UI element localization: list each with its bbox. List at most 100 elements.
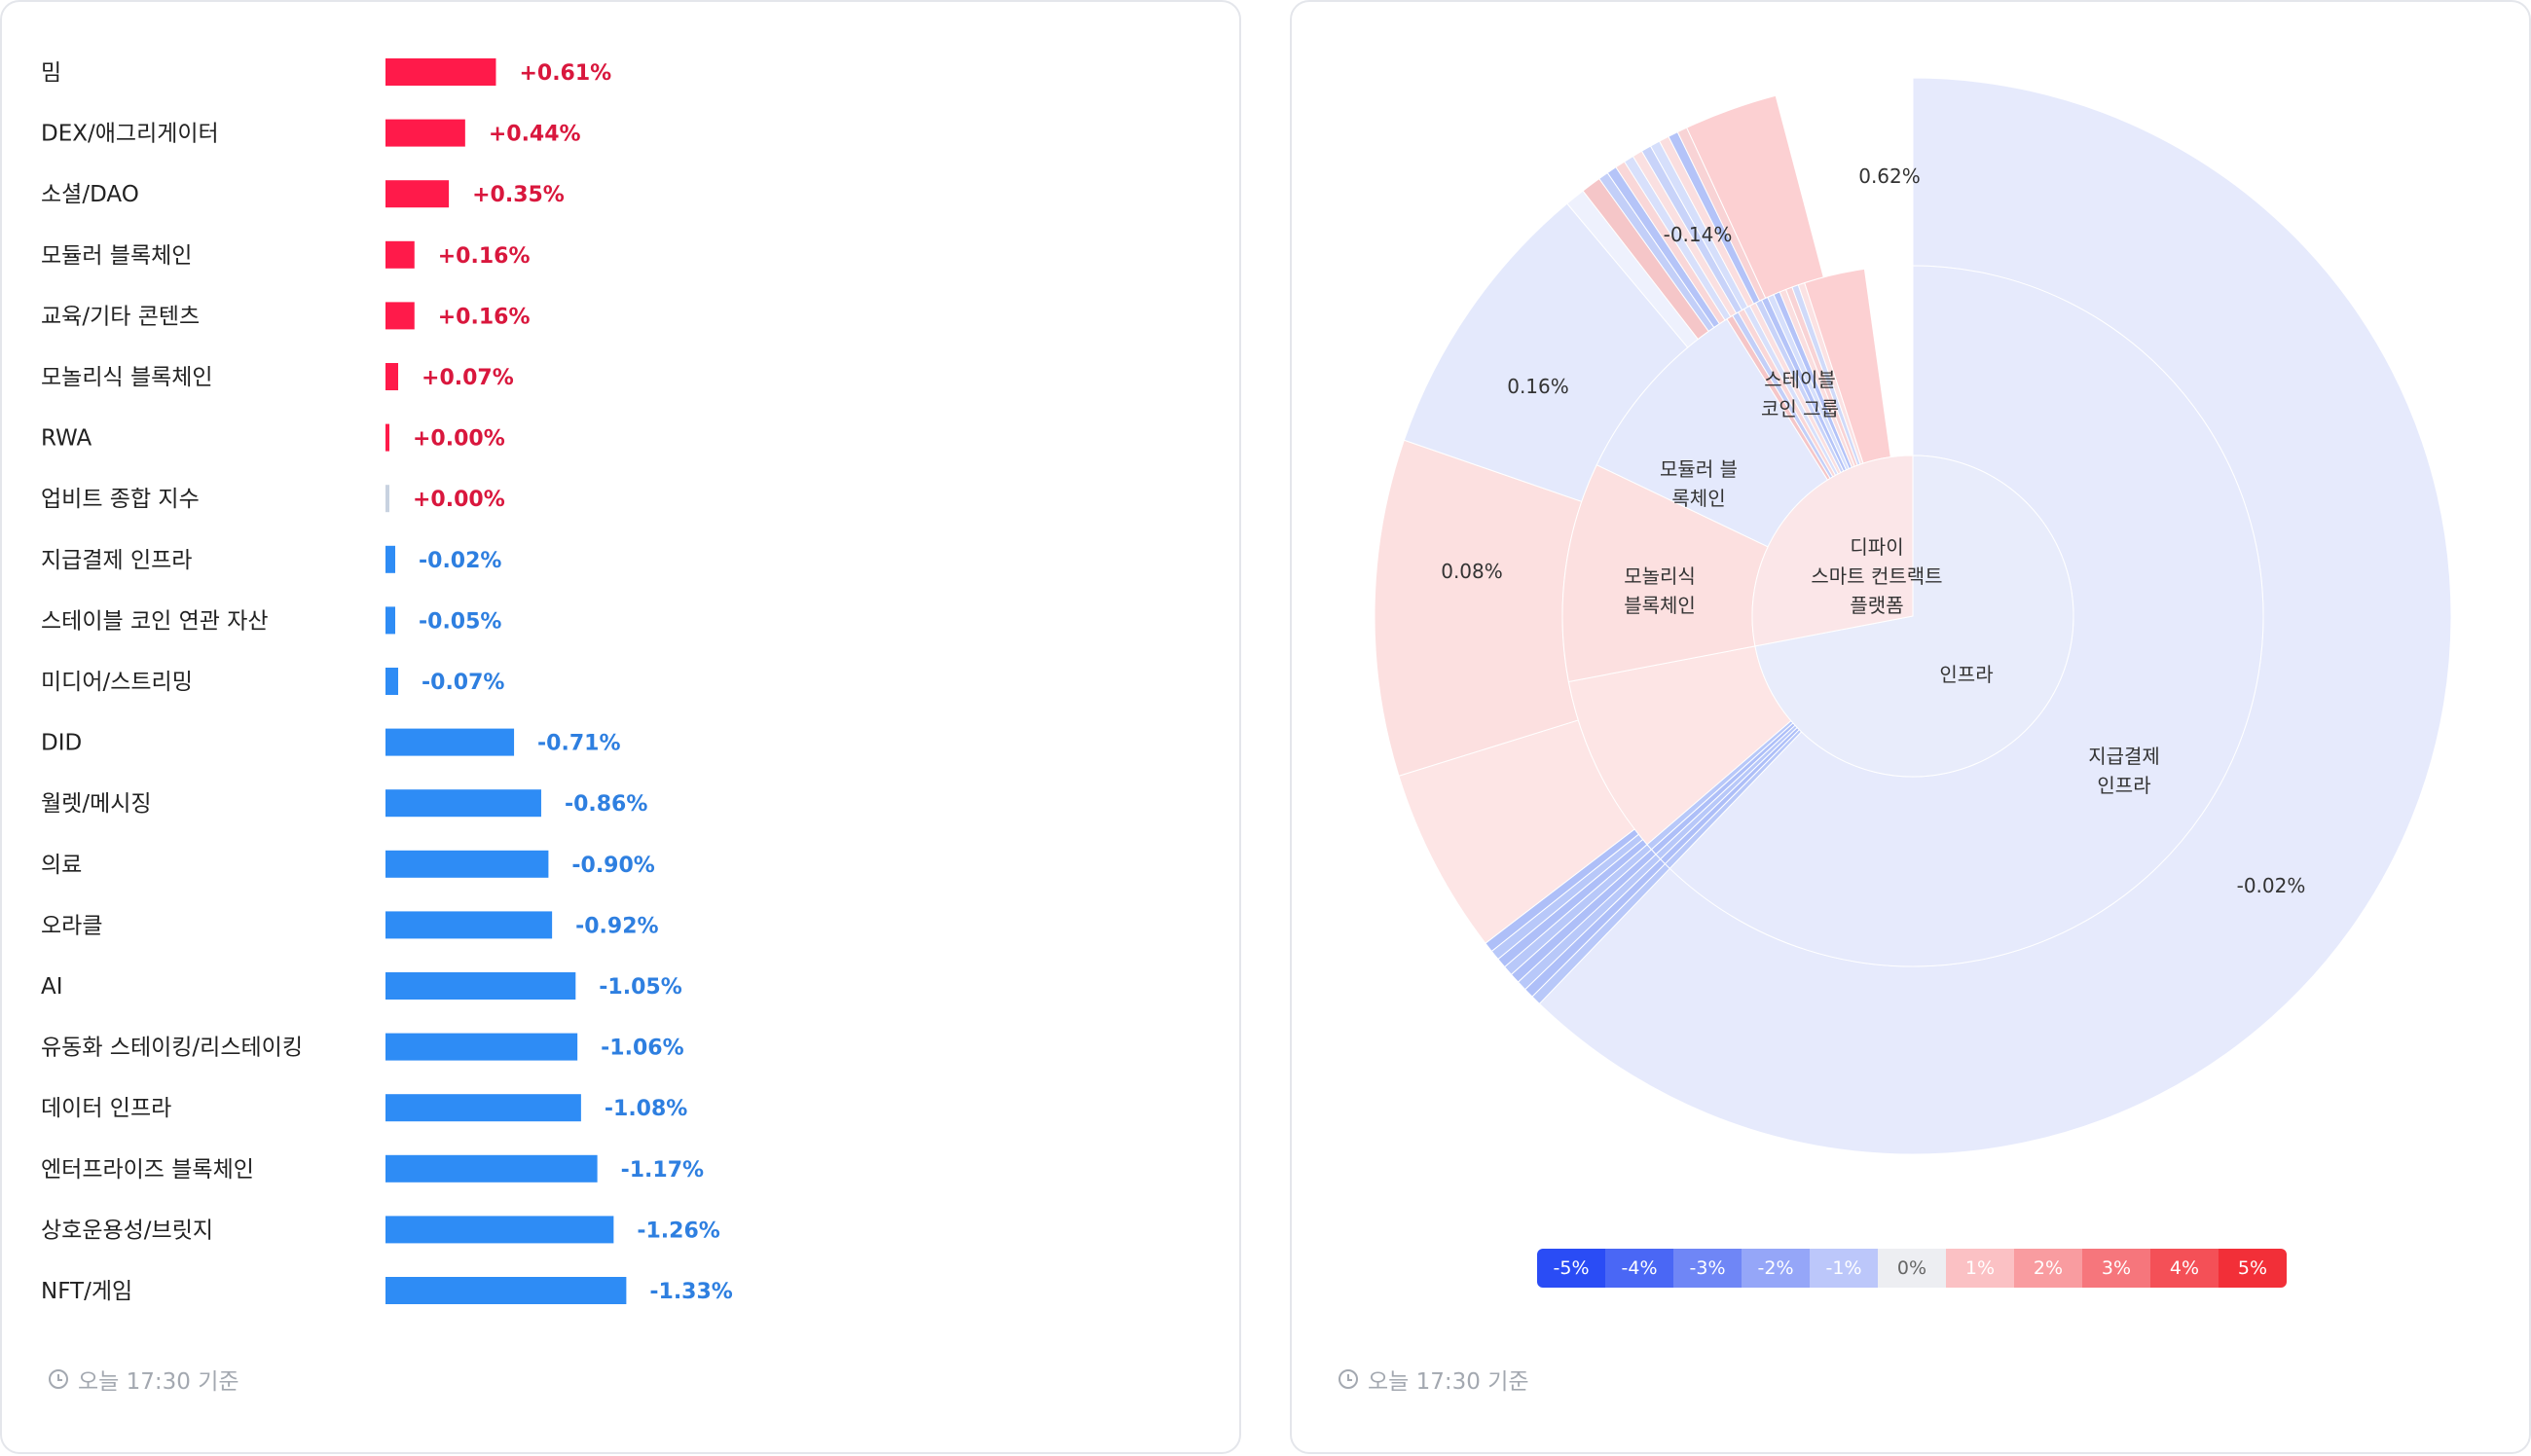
bar[interactable] <box>385 789 541 818</box>
legend-cell: 5% <box>2219 1249 2287 1288</box>
bar[interactable] <box>385 485 389 513</box>
inner-label: 스마트 컨트랙트 <box>1811 564 1942 588</box>
legend-cell: -5% <box>1537 1249 1605 1288</box>
legend-cell: -4% <box>1605 1249 1673 1288</box>
category-label: 의료 <box>41 853 82 878</box>
timestamp: 오늘 17:30 기준 <box>1339 1363 1529 1396</box>
category-label: 엔터프라이즈 블록체인 <box>41 1157 254 1183</box>
value-label: -1.05% <box>599 975 681 1000</box>
outer-label: -0.14% <box>1664 223 1733 246</box>
category-label: 밈 <box>41 60 61 86</box>
category-label: 데이터 인프라 <box>41 1096 171 1121</box>
value-label: +0.44% <box>489 123 581 147</box>
bar[interactable] <box>385 240 415 269</box>
outer-label: 0.62% <box>1858 164 1921 188</box>
bar[interactable] <box>385 119 465 147</box>
category-label: DID <box>41 731 82 756</box>
bar[interactable] <box>385 911 553 939</box>
legend-cell: 1% <box>1946 1249 2014 1288</box>
middle-label: 록체인 <box>1671 487 1725 510</box>
value-label: -1.08% <box>605 1097 687 1121</box>
legend-cell: 3% <box>2082 1249 2150 1288</box>
category-label: 상호운용성/브릿지 <box>41 1218 213 1243</box>
bar[interactable] <box>385 423 389 452</box>
timestamp-text: 오늘 17:30 기준 <box>78 1369 239 1395</box>
category-label: 소셜/DAO <box>41 182 139 207</box>
bar[interactable] <box>385 850 549 878</box>
legend-cell: 2% <box>2014 1249 2082 1288</box>
value-label: -0.71% <box>537 732 620 756</box>
bar[interactable] <box>385 728 515 756</box>
value-label: -1.06% <box>601 1037 683 1061</box>
value-label: -0.92% <box>575 914 658 938</box>
category-label: RWA <box>41 426 92 452</box>
middle-label: 모듈러 블 <box>1660 457 1738 481</box>
bar[interactable] <box>385 972 576 1000</box>
value-label: +0.00% <box>413 488 505 512</box>
bar[interactable] <box>385 545 395 573</box>
value-label: -1.33% <box>649 1280 732 1304</box>
middle-label: 스테이블 <box>1764 368 1836 391</box>
timestamp-text: 오늘 17:30 기준 <box>1368 1369 1529 1395</box>
bar[interactable] <box>385 302 415 330</box>
legend-cell: 0% <box>1878 1249 1946 1288</box>
category-label: 스테이블 코인 연관 자산 <box>41 608 269 634</box>
outer-label: 0.16% <box>1507 375 1569 398</box>
value-label: -0.07% <box>422 671 504 695</box>
value-label: +0.00% <box>413 427 505 452</box>
category-label: AI <box>41 974 63 1000</box>
category-label: NFT/게임 <box>41 1279 132 1304</box>
category-label: 모듈러 블록체인 <box>41 243 192 269</box>
legend-cell: -2% <box>1742 1249 1810 1288</box>
legend-cell: 4% <box>2150 1249 2219 1288</box>
category-label: 오라클 <box>41 913 102 938</box>
outer-label: -0.02% <box>2237 874 2306 897</box>
bar[interactable] <box>385 58 496 86</box>
value-label: -1.17% <box>621 1158 704 1183</box>
inner-label: 플랫폼 <box>1850 594 1903 617</box>
middle-label: 블록체인 <box>1624 594 1696 617</box>
sector-change-bar-panel: 밈 +0.61% DEX/애그리게이터 +0.44% 소셜/DAO +0.35% 모듈러 블… <box>0 0 1241 1454</box>
bar[interactable] <box>385 1277 627 1304</box>
bar[interactable] <box>385 1094 581 1122</box>
clock-icon <box>49 1369 68 1389</box>
middle-label: 지급결제 <box>2088 745 2160 768</box>
category-label: 지급결제 인프라 <box>41 548 192 573</box>
bar[interactable] <box>385 1033 578 1061</box>
outer-label: 0.08% <box>1441 560 1503 583</box>
category-label: 교육/기타 콘텐츠 <box>41 304 200 329</box>
value-label: +0.61% <box>519 61 611 86</box>
bar[interactable] <box>385 1216 614 1244</box>
value-label: +0.35% <box>472 183 565 207</box>
bar[interactable] <box>385 606 395 635</box>
legend-cell: -1% <box>1810 1249 1878 1288</box>
color-scale-legend: -5% -4% -3% -2% -1% 0% 1% 2% 3% 4% 5% <box>1537 1249 2287 1288</box>
bar[interactable] <box>385 1154 598 1183</box>
category-label: 월렛/메시징 <box>41 791 152 817</box>
legend-cell: -3% <box>1673 1249 1742 1288</box>
value-label: -0.05% <box>419 609 501 634</box>
value-label: -0.86% <box>565 792 647 817</box>
value-label: +0.16% <box>438 305 531 329</box>
category-label: DEX/애그리게이터 <box>41 122 219 147</box>
horizontal-bar-chart: 밈 +0.61% DEX/애그리게이터 +0.44% 소셜/DAO +0.35% 모듈러 블… <box>41 58 733 1304</box>
value-label: -0.02% <box>419 549 501 573</box>
middle-label: 모놀리식 <box>1624 564 1696 588</box>
bar[interactable] <box>385 180 450 208</box>
value-label: +0.07% <box>422 366 514 390</box>
value-label: +0.16% <box>438 244 531 269</box>
category-label: 유동화 스테이킹/리스테이킹 <box>41 1036 303 1061</box>
category-label: 미디어/스트리밍 <box>41 670 193 695</box>
inner-label: 인프라 <box>1939 663 1993 686</box>
inner-label: 디파이 <box>1850 535 1903 559</box>
bar[interactable] <box>385 668 399 695</box>
value-label: -0.90% <box>571 854 654 878</box>
sector-sunburst-panel: 인프라 디파이 스마트 컨트랙트 플랫폼 지급결제 인프라 모놀리식 블록체인 모듈러 블 록체인… <box>1290 0 2531 1454</box>
category-label: 업비트 종합 지수 <box>41 487 200 512</box>
bar[interactable] <box>385 363 399 390</box>
inner-segment[interactable] <box>1751 455 1914 647</box>
value-label: -1.26% <box>637 1219 719 1243</box>
inner-segment[interactable] <box>1754 455 2074 778</box>
timestamp: 오늘 17:30 기준 <box>49 1363 239 1396</box>
